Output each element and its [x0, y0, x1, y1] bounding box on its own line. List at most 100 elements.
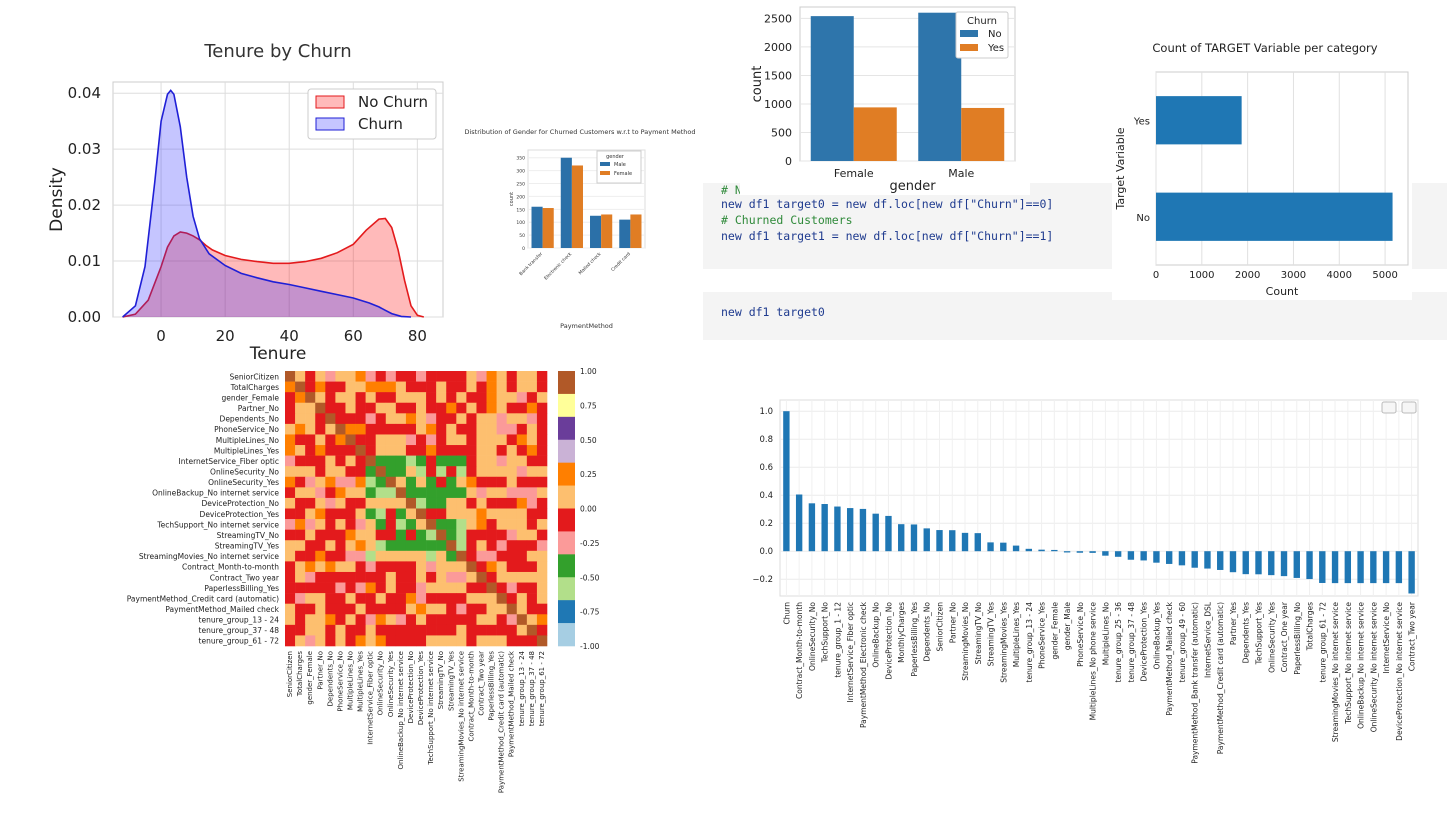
- heatmap-cell: [526, 593, 538, 604]
- colorbar-segment: [558, 439, 575, 463]
- heatmap-cell: [446, 455, 457, 467]
- heatmap-cell: [426, 550, 437, 562]
- heatmap-cell: [506, 371, 518, 382]
- heatmap-cell: [365, 571, 376, 583]
- cc-bar: [1063, 551, 1071, 553]
- heatmap-cell: [295, 402, 306, 414]
- colorbar-tick: -0.25: [580, 539, 600, 548]
- kde-line-0: [122, 217, 425, 318]
- heatmap-cell: [355, 519, 366, 530]
- gc-legend-label: Yes: [987, 43, 1004, 54]
- heatmap-cell: [466, 635, 477, 647]
- heatmap-cell: [536, 550, 548, 562]
- cc-x-tick: DeviceProtection_No internet service: [1395, 602, 1404, 741]
- gc-bar: [810, 16, 854, 161]
- heatmap-cell: [335, 635, 346, 647]
- heatmap-cell: [295, 519, 306, 530]
- heatmap-cell: [466, 561, 477, 573]
- heatmap-cell: [426, 603, 437, 615]
- heatmap-cell: [335, 571, 346, 583]
- heatmap-cell: [456, 582, 467, 594]
- heatmap-cell: [315, 624, 326, 636]
- gp-x-tick: Credit card: [610, 251, 632, 273]
- heatmap-cell: [456, 561, 467, 573]
- heatmap-cell: [456, 624, 467, 636]
- heatmap-cell: [395, 593, 407, 604]
- heatmap-cell: [476, 593, 487, 604]
- heatmap-cell: [486, 519, 497, 530]
- heatmap-cell: [476, 455, 487, 467]
- heatmap-cell: [405, 540, 417, 552]
- heatmap-cell: [315, 519, 326, 530]
- heatmap-cell: [456, 466, 467, 478]
- heatmap-cell: [416, 561, 427, 573]
- heatmap-cell: [305, 603, 316, 615]
- gp-bar: [630, 214, 642, 248]
- heatmap-cell: [395, 529, 407, 541]
- heatmap-cell: [375, 476, 387, 488]
- cc-bar: [1025, 548, 1033, 552]
- kde-x-tick: 60: [344, 327, 363, 345]
- gc-bar: [853, 107, 897, 161]
- cc-x-tick: StreamingMovies_No internet service: [1331, 602, 1340, 742]
- colorbar-segment: [558, 462, 575, 486]
- heatmap-cell: [516, 381, 528, 393]
- heatmap-cell: [395, 540, 407, 552]
- heatmap-cell: [496, 497, 507, 509]
- kde-x-tick: 80: [408, 327, 427, 345]
- heatmap-cell: [466, 476, 477, 488]
- cc-y-tick: 0.6: [759, 463, 773, 473]
- colorbar-tick: -0.75: [580, 608, 600, 617]
- heatmap-cell: [405, 413, 417, 425]
- kde-legend-swatch: [315, 95, 345, 109]
- heatmap-cell: [405, 571, 417, 583]
- heatmap-cell: [345, 624, 356, 636]
- cc-x-tick: tenure_group_49 - 60: [1178, 602, 1187, 683]
- gp-ylabel: count: [509, 192, 515, 206]
- heatmap-cell: [355, 371, 366, 382]
- heatmap-cell: [355, 476, 366, 488]
- heatmap-cell: [466, 392, 477, 404]
- heatmap-cell: [456, 550, 467, 562]
- heatmap-cell: [385, 381, 397, 393]
- cc-x-tick: Contract_Month-to-month: [795, 602, 804, 699]
- heatmap-cell: [325, 487, 336, 499]
- heatmap-cell: [405, 423, 417, 435]
- cc-bar: [1370, 551, 1377, 584]
- heatmap-cell: [315, 402, 326, 414]
- code-cell-2[interactable]: new df1 target0: [703, 292, 1447, 340]
- heatmap-cell: [385, 550, 397, 562]
- heatmap-cell: [496, 392, 507, 404]
- heatmap-cell: [496, 466, 507, 478]
- heatmap-cell: [446, 371, 457, 382]
- heatmap-cell: [476, 540, 487, 552]
- heatmap-cell: [295, 497, 306, 509]
- heatmap-cell: [456, 614, 467, 626]
- heatmap-cell: [506, 487, 518, 499]
- heatmap-cell: [355, 635, 366, 647]
- cc-bar: [1127, 551, 1135, 560]
- colorbar-tick: 0.00: [580, 505, 597, 514]
- heatmap-cell: [335, 423, 346, 435]
- heatmap-cell: [436, 635, 447, 647]
- heatmap-cell: [536, 423, 548, 435]
- cc-y-tick: 0.8: [759, 435, 773, 445]
- heatmap-cell: [345, 508, 356, 520]
- cc-bar: [1153, 551, 1160, 563]
- kde-area-1: [122, 90, 411, 318]
- heatmap-cell: [486, 603, 497, 615]
- cc-bar: [1051, 549, 1058, 552]
- cc-x-tick: InternetService_No: [1382, 602, 1391, 674]
- gc-bar: [961, 107, 1005, 161]
- heatmap-cell: [436, 402, 447, 414]
- heatmap-col-label: TechSupport_No internet service: [427, 651, 435, 766]
- heatmap-cell: [345, 392, 356, 404]
- kde-y-tick: 0.00: [68, 308, 101, 326]
- heatmap-cell: [305, 455, 316, 467]
- heatmap-cell: [325, 413, 336, 425]
- heatmap-cell: [456, 508, 467, 520]
- heatmap-cell: [476, 550, 487, 562]
- heatmap-cell: [335, 445, 346, 456]
- heatmap-cell: [365, 455, 376, 467]
- heatmap-cell: [375, 529, 387, 541]
